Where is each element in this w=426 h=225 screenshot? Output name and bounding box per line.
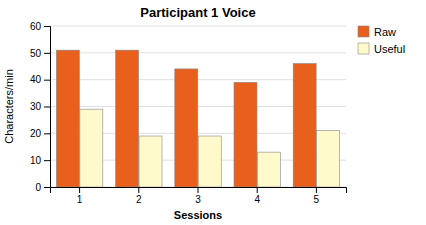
grid-line [50,26,346,27]
x-axis: 1 2 3 4 5 [51,187,347,205]
title: Participant 1 Voice [140,5,255,20]
x-tick-label: 4 [254,194,260,205]
y-tick-mark [44,133,50,134]
bar [198,136,221,187]
y-tick-label: 20 [30,128,42,139]
y-tick-mark [44,107,50,108]
y-tick-label: 10 [30,155,42,166]
x-tick: 2 [136,187,142,205]
legend-item: Raw [358,26,396,38]
y-tick: 20 [30,128,50,139]
x-tick: 5 [314,187,320,205]
x-tick: 1 [77,187,83,205]
x-tick-mark [316,187,317,193]
legend-swatch [358,26,369,37]
y-axis-line [44,27,51,188]
bar [56,50,79,187]
x-axis-title: Sessions [174,209,222,221]
x-axis-line [51,188,347,194]
y-tick-mark [44,53,50,54]
chart: 123450102030405060Participant 1 VoiceSes… [0,0,426,225]
bar [317,131,340,187]
legend-swatch [358,43,369,54]
y-tick-label: 60 [30,21,42,32]
bar-series [80,109,340,187]
legend-item: Useful [358,43,405,55]
bar [257,152,280,187]
legend: Raw Useful [358,26,405,55]
bar [175,69,198,187]
y-tick: 50 [30,48,50,59]
grid-line [50,52,346,53]
x-tick-mark [198,187,199,193]
bar [139,136,162,187]
x-tick-label: 3 [195,194,201,205]
x-tick-label: 1 [77,194,83,205]
x-tick-label: 2 [136,194,142,205]
bars [56,50,339,187]
x-tick: 3 [195,187,201,205]
y-tick-label: 40 [30,74,42,85]
x-tick-label: 5 [314,194,320,205]
bar [293,64,316,187]
y-tick-mark [44,26,50,27]
y-axis: 0 10 20 30 40 50 60 [30,21,51,193]
plot: 123450102030405060 [30,21,347,205]
y-tick: 10 [30,155,50,166]
y-tick: 30 [30,101,50,112]
y-tick-label: 50 [30,48,42,59]
legend-label: Useful [374,43,405,55]
bar [116,50,139,187]
x-tick-mark [138,187,139,193]
y-tick-mark [44,187,50,188]
y-tick-mark [44,160,50,161]
grid [50,26,346,187]
x-tick-mark [79,187,80,193]
bar [80,109,103,187]
legend-label: Raw [374,26,396,38]
y-tick-mark [44,80,50,81]
bar [234,82,257,187]
y-axis-title: Characters/min [3,69,15,144]
bar-series [56,50,316,187]
x-tick: 4 [254,187,260,205]
y-tick-label: 30 [30,101,42,112]
y-tick: 0 [35,182,50,193]
y-tick: 40 [30,74,50,85]
x-tick-mark [257,187,258,193]
y-tick-label: 0 [35,182,41,193]
y-tick: 60 [30,21,50,32]
